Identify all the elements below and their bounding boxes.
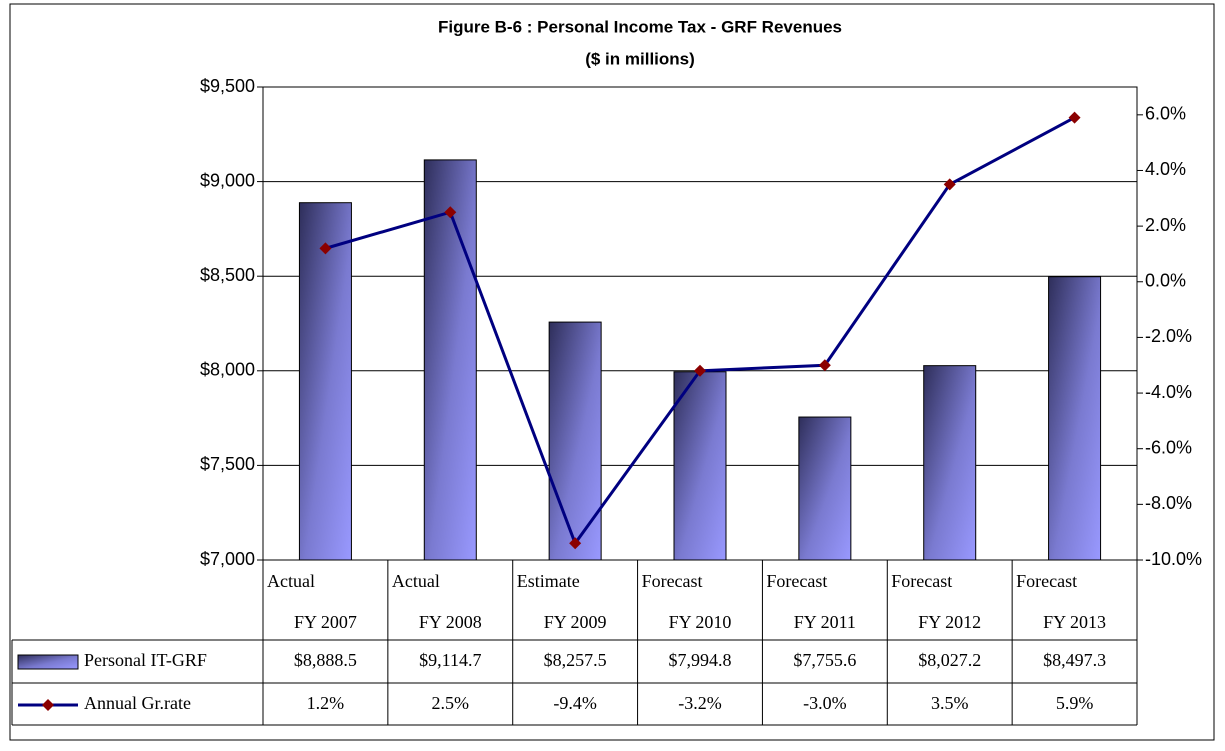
- table-value: -3.0%: [803, 693, 847, 713]
- x-tick-label: FY 2008: [419, 612, 482, 632]
- table-value: 2.5%: [432, 693, 470, 713]
- y2-tick-label: 2.0%: [1145, 215, 1186, 235]
- bar: [923, 365, 977, 561]
- line-marker: [319, 242, 332, 255]
- x-tick-label: Estimate: [517, 571, 580, 591]
- table-value: $7,755.6: [793, 650, 856, 670]
- bar: [673, 371, 727, 561]
- legend-swatch: [17, 654, 79, 670]
- line-marker: [943, 178, 956, 191]
- table-value: $8,497.3: [1043, 650, 1106, 670]
- table-value: $7,994.8: [669, 650, 732, 670]
- table-value: -3.2%: [678, 693, 722, 713]
- x-tick-label: Forecast: [766, 571, 827, 591]
- x-tick-label: Actual: [267, 571, 315, 591]
- chart-border: [9, 3, 1215, 741]
- bar: [798, 416, 852, 561]
- x-tick-label: FY 2012: [918, 612, 981, 632]
- y2-tick-label: 6.0%: [1145, 104, 1186, 124]
- x-tick-label: FY 2010: [669, 612, 732, 632]
- y2-tick-label: 0.0%: [1145, 271, 1186, 291]
- y2-tick-label: -2.0%: [1145, 326, 1192, 346]
- y-tick-label: $9,000: [200, 170, 255, 190]
- x-tick-label: Forecast: [891, 571, 952, 591]
- bar: [298, 202, 352, 561]
- chart-title: Figure B-6 : Personal Income Tax - GRF R…: [438, 17, 842, 36]
- table-value: 3.5%: [931, 693, 969, 713]
- x-tick-label: FY 2013: [1043, 612, 1106, 632]
- y2-tick-label: -6.0%: [1145, 437, 1192, 457]
- table-value: 5.9%: [1056, 693, 1094, 713]
- line-marker: [1068, 111, 1081, 124]
- bar: [548, 321, 602, 561]
- line-marker: [569, 537, 582, 550]
- y2-tick-label: -10.0%: [1145, 549, 1202, 569]
- table-value: -9.4%: [553, 693, 597, 713]
- line-marker: [818, 359, 831, 372]
- y2-tick-label: 4.0%: [1145, 159, 1186, 179]
- table-value: $8,027.2: [918, 650, 981, 670]
- y2-tick-label: -4.0%: [1145, 382, 1192, 402]
- x-tick-label: FY 2007: [294, 612, 357, 632]
- table-value: $8,888.5: [294, 650, 357, 670]
- y-tick-label: $8,000: [200, 360, 255, 380]
- y-tick-label: $9,500: [200, 76, 255, 96]
- y-tick-label: $7,500: [200, 454, 255, 474]
- chart-subtitle: ($ in millions): [585, 49, 695, 68]
- x-tick-label: FY 2009: [544, 612, 607, 632]
- legend-label: Personal IT-GRF: [84, 650, 207, 670]
- y2-tick-label: -8.0%: [1145, 493, 1192, 513]
- bar: [423, 159, 477, 561]
- bar: [1048, 276, 1102, 561]
- x-tick-label: FY 2011: [794, 612, 856, 632]
- legend-label: Annual Gr.rate: [84, 693, 191, 713]
- x-tick-label: Forecast: [642, 571, 703, 591]
- table-value: $8,257.5: [544, 650, 607, 670]
- y-tick-label: $8,500: [200, 265, 255, 285]
- line-marker: [694, 364, 706, 377]
- y-tick-label: $7,000: [200, 549, 255, 569]
- legend-marker: [42, 699, 54, 711]
- table-value: 1.2%: [307, 693, 345, 713]
- table-value: $9,114.7: [419, 650, 481, 670]
- line-marker: [444, 206, 457, 219]
- x-tick-label: Forecast: [1016, 571, 1077, 591]
- x-tick-label: Actual: [392, 571, 440, 591]
